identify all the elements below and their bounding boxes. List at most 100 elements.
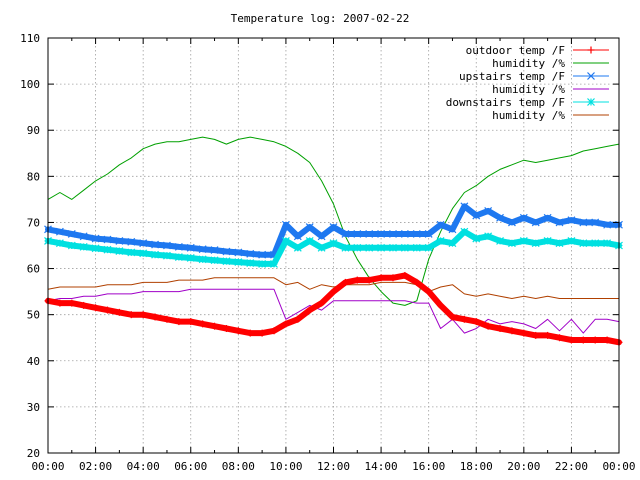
data-point xyxy=(270,260,278,268)
data-point xyxy=(460,227,469,236)
data-point xyxy=(603,239,612,248)
data-point xyxy=(175,318,183,326)
series-line xyxy=(47,277,620,299)
data-point xyxy=(80,301,88,309)
data-point xyxy=(591,336,599,344)
data-point xyxy=(306,306,314,314)
data-point xyxy=(460,202,469,211)
data-point xyxy=(436,220,445,229)
data-point xyxy=(68,299,76,307)
data-point xyxy=(484,232,493,241)
x-tick-label: 00:00 xyxy=(602,460,635,473)
y-tick-label: 100 xyxy=(20,78,40,91)
legend-item: upstairs temp /F xyxy=(459,70,609,83)
data-point xyxy=(484,322,492,330)
data-point xyxy=(329,223,338,231)
legend-label: upstairs temp /F xyxy=(459,70,565,83)
series-5 xyxy=(47,277,620,299)
data-point xyxy=(234,258,243,267)
chart-title: Temperature log: 2007-02-22 xyxy=(231,12,410,25)
legend-item: humidity /% xyxy=(492,109,609,122)
data-point xyxy=(353,230,362,238)
data-point xyxy=(234,248,243,257)
data-point xyxy=(127,237,136,246)
x-tick-label: 10:00 xyxy=(269,460,302,473)
y-tick-label: 60 xyxy=(27,263,40,276)
data-point xyxy=(591,218,600,227)
legend-marker xyxy=(587,98,595,106)
y-tick-label: 40 xyxy=(27,355,40,368)
data-point xyxy=(544,331,552,339)
legend-label: humidity /% xyxy=(492,83,565,96)
data-point xyxy=(115,308,123,316)
data-point xyxy=(151,313,159,321)
data-point xyxy=(555,239,564,248)
x-tick-label: 04:00 xyxy=(127,460,160,473)
y-tick-label: 50 xyxy=(27,309,40,322)
legend-marker xyxy=(587,46,595,54)
data-point xyxy=(603,220,612,229)
data-point xyxy=(103,306,111,314)
data-point xyxy=(412,230,421,238)
data-point xyxy=(400,230,409,238)
data-point xyxy=(519,213,528,222)
x-tick-label: 16:00 xyxy=(412,460,445,473)
data-point xyxy=(329,239,338,248)
data-point xyxy=(92,304,100,312)
series-2 xyxy=(44,202,623,259)
data-point xyxy=(389,230,397,238)
data-point xyxy=(400,243,409,252)
data-point xyxy=(579,239,588,248)
data-point xyxy=(543,213,552,222)
data-point xyxy=(353,243,362,252)
data-point xyxy=(555,218,564,227)
data-point xyxy=(139,249,148,258)
data-point xyxy=(413,278,421,286)
data-point xyxy=(341,230,350,238)
data-point xyxy=(591,239,600,248)
data-point xyxy=(186,254,195,262)
series-3 xyxy=(47,288,620,334)
data-point xyxy=(448,239,457,248)
data-point xyxy=(67,230,76,238)
data-point xyxy=(472,211,481,220)
data-point xyxy=(293,232,302,241)
data-point xyxy=(305,236,314,245)
data-point xyxy=(531,239,540,248)
data-point xyxy=(163,241,171,250)
data-point xyxy=(139,239,148,248)
data-point xyxy=(222,257,231,266)
data-point xyxy=(103,245,112,254)
x-tick-label: 18:00 xyxy=(460,460,493,473)
data-point xyxy=(317,243,326,252)
data-point xyxy=(389,274,397,282)
data-point xyxy=(246,259,255,267)
data-point xyxy=(496,236,504,245)
data-point xyxy=(79,232,88,241)
data-point xyxy=(174,242,183,251)
data-point xyxy=(222,325,230,332)
data-point xyxy=(424,230,433,238)
y-tick-label: 90 xyxy=(27,124,40,137)
data-point xyxy=(401,271,409,279)
data-point xyxy=(519,236,528,245)
data-point xyxy=(151,250,159,259)
data-point xyxy=(234,327,242,335)
x-tick-label: 02:00 xyxy=(79,460,112,473)
data-point xyxy=(437,301,445,309)
y-tick-label: 30 xyxy=(27,401,40,414)
axis-ticks xyxy=(47,37,620,454)
data-point xyxy=(210,246,219,255)
data-point xyxy=(103,235,112,244)
series-line xyxy=(47,288,620,334)
data-point xyxy=(174,253,183,261)
data-point xyxy=(436,236,445,245)
data-point xyxy=(281,220,290,229)
data-point xyxy=(567,236,576,245)
data-point xyxy=(258,329,266,337)
data-point xyxy=(330,288,337,296)
legend-item: outdoor temp /F xyxy=(466,44,609,57)
data-point xyxy=(496,325,504,332)
data-point xyxy=(67,241,76,250)
